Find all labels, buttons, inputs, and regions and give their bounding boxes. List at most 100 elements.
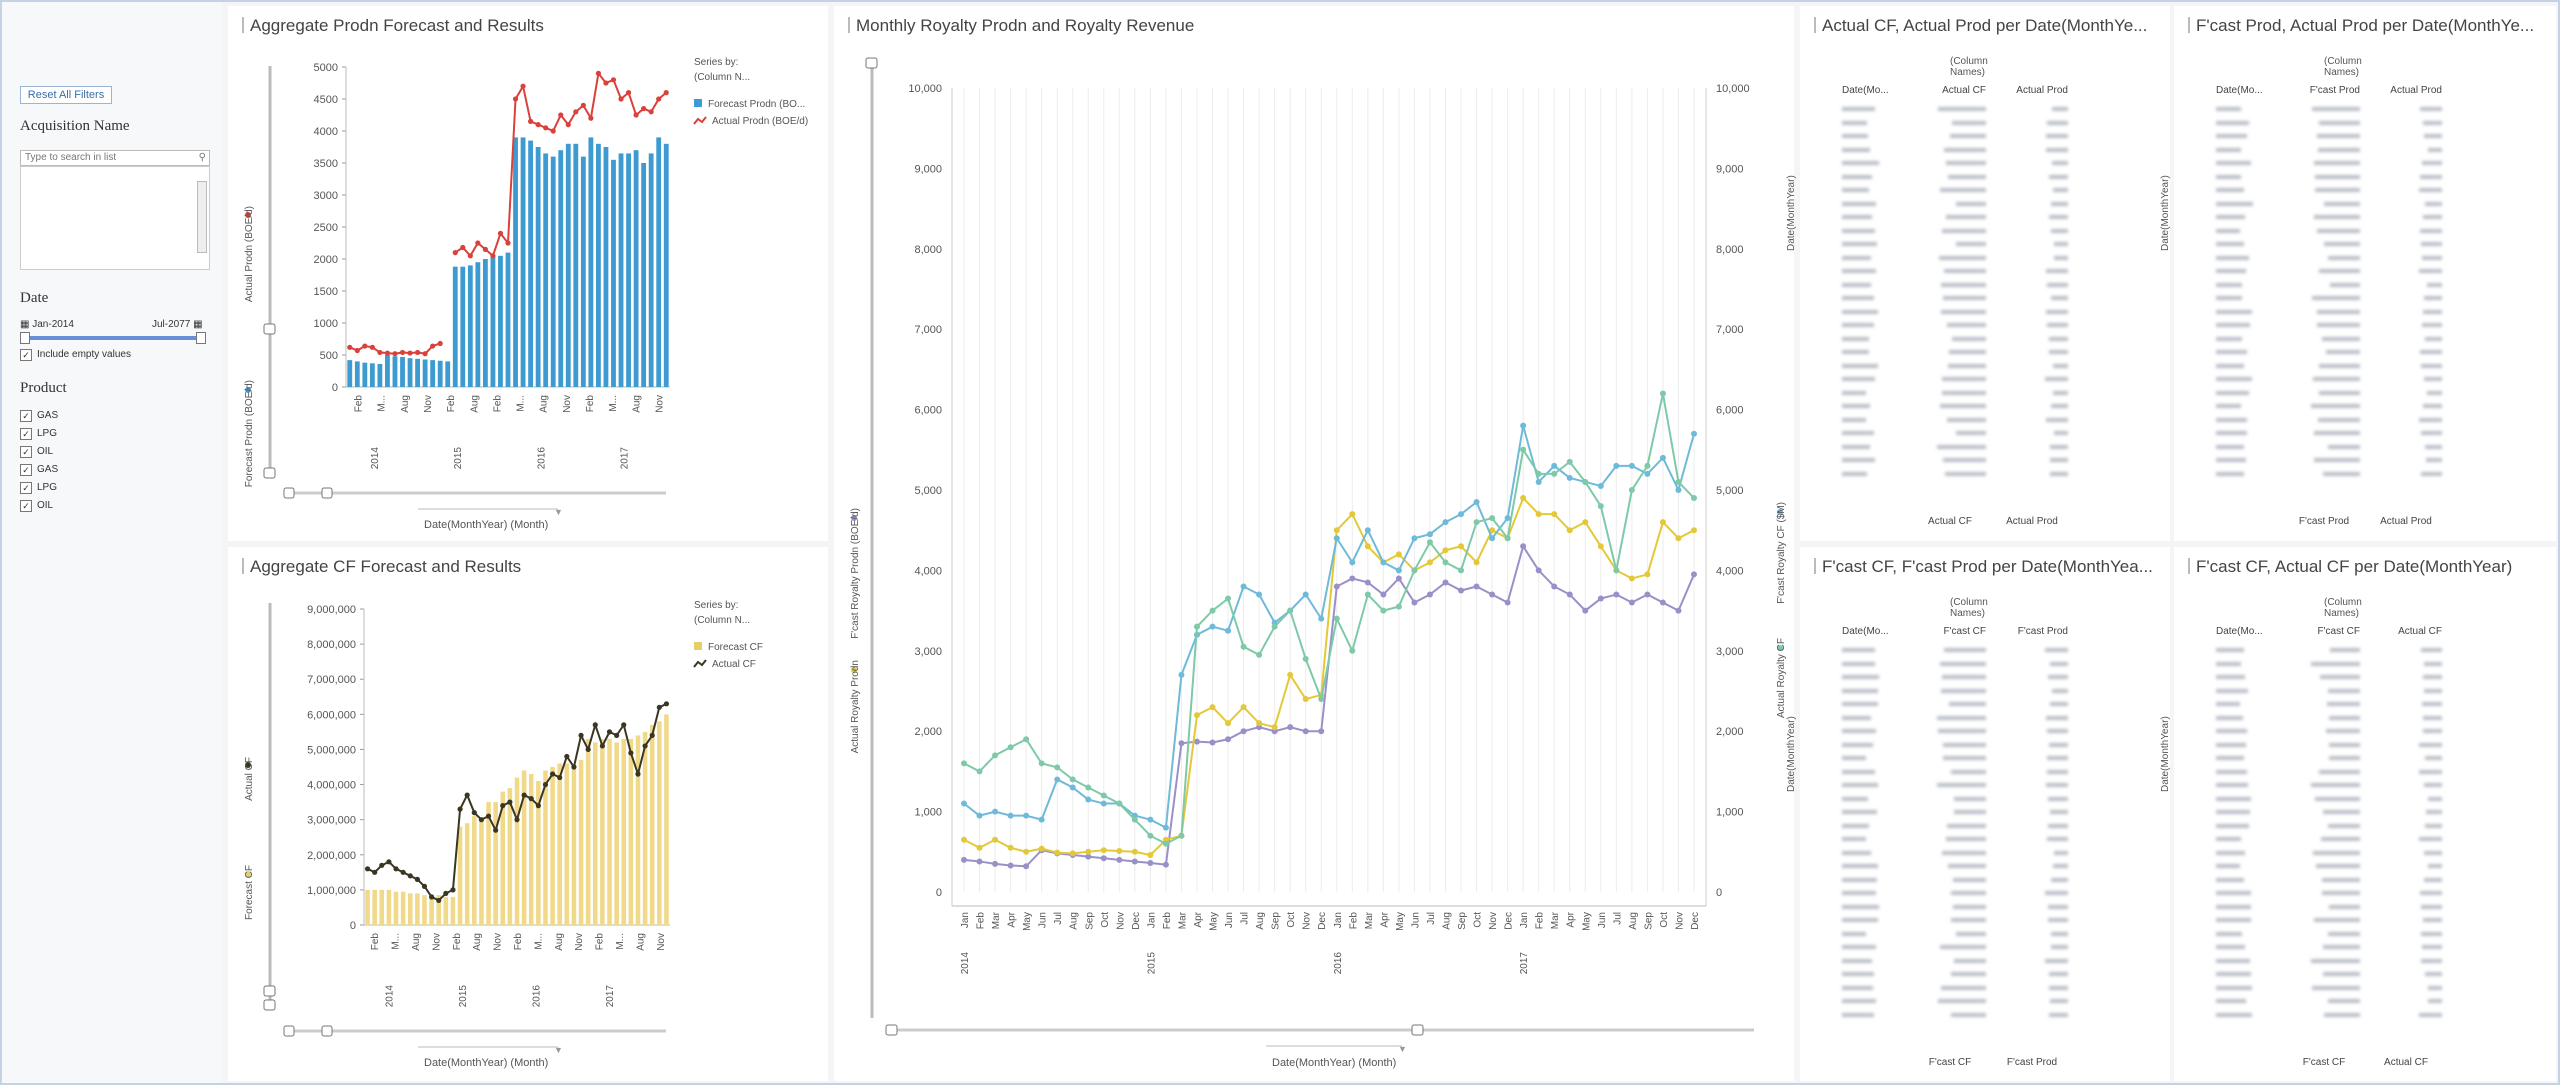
actual-point[interactable]: [437, 340, 443, 347]
actual-point[interactable]: [558, 112, 564, 118]
forecast-bar[interactable]: [528, 774, 534, 925]
forecast-bar[interactable]: [475, 262, 481, 387]
table-row[interactable]: [2216, 440, 2446, 454]
actual-point[interactable]: [482, 246, 488, 252]
series-point[interactable]: [1489, 515, 1496, 522]
series-point[interactable]: [1644, 591, 1651, 598]
series-point[interactable]: [1597, 595, 1604, 602]
series-point[interactable]: [1240, 704, 1247, 711]
series-point[interactable]: [1162, 824, 1169, 831]
series-point[interactable]: [1458, 511, 1465, 518]
series-point[interactable]: [1380, 559, 1387, 566]
forecast-bar[interactable]: [578, 759, 584, 925]
table-row[interactable]: [2216, 765, 2446, 779]
series-point[interactable]: [1566, 591, 1573, 598]
column-header[interactable]: Actual Prod: [2016, 85, 2068, 96]
forecast-bar[interactable]: [392, 356, 398, 387]
table-row[interactable]: [1842, 711, 2072, 725]
table-row[interactable]: [1842, 859, 2072, 873]
series-point[interactable]: [961, 836, 967, 843]
actual-point[interactable]: [635, 771, 641, 777]
forecast-bar[interactable]: [452, 266, 458, 387]
actual-point[interactable]: [528, 796, 534, 802]
table-row[interactable]: [1842, 116, 2072, 130]
series-point[interactable]: [1349, 511, 1356, 518]
series-point[interactable]: [1613, 462, 1620, 469]
table-row[interactable]: [2216, 832, 2446, 846]
actual-point[interactable]: [430, 343, 436, 349]
table-row[interactable]: [2216, 724, 2446, 738]
product-checkbox-lpg[interactable]: ✓ LPG: [20, 428, 200, 442]
actual-point[interactable]: [656, 704, 662, 710]
series-point[interactable]: [1349, 575, 1356, 582]
actual-point[interactable]: [490, 253, 496, 259]
actual-point[interactable]: [505, 240, 511, 246]
actual-point[interactable]: [641, 106, 647, 112]
actual-point[interactable]: [542, 781, 549, 788]
table-row[interactable]: [1842, 738, 2072, 752]
series-point[interactable]: [1349, 559, 1356, 566]
actual-point[interactable]: [595, 70, 602, 76]
table-row[interactable]: [2216, 792, 2446, 806]
forecast-bar[interactable]: [618, 153, 624, 387]
table-row[interactable]: [2216, 278, 2446, 292]
series-point[interactable]: [1256, 720, 1263, 727]
column-header[interactable]: F'cast Prod: [2017, 626, 2068, 637]
forecast-bar[interactable]: [528, 140, 534, 387]
series-point[interactable]: [1069, 784, 1076, 791]
forecast-bar[interactable]: [347, 360, 353, 387]
actual-point[interactable]: [379, 862, 385, 868]
table-row[interactable]: [2216, 264, 2446, 278]
actual-point[interactable]: [386, 859, 392, 865]
forecast-bar[interactable]: [513, 137, 518, 387]
series-point[interactable]: [1100, 792, 1107, 799]
series-point[interactable]: [1504, 599, 1511, 606]
series-point[interactable]: [1007, 744, 1014, 751]
series-point[interactable]: [1023, 812, 1030, 819]
series-point[interactable]: [1271, 724, 1278, 731]
actual-point[interactable]: [618, 96, 624, 102]
series-point[interactable]: [1659, 519, 1666, 526]
series-point[interactable]: [1085, 853, 1092, 860]
table-row[interactable]: [1842, 143, 2072, 157]
x-slider-handle[interactable]: [321, 487, 333, 499]
forecast-bar[interactable]: [500, 791, 506, 925]
series-point[interactable]: [1178, 671, 1185, 678]
actual-point[interactable]: [606, 729, 613, 735]
series-point[interactable]: [1240, 583, 1247, 590]
actual-point[interactable]: [663, 90, 669, 96]
actual-point[interactable]: [500, 803, 506, 809]
series-point[interactable]: [1116, 800, 1123, 807]
product-checkbox-oil[interactable]: ✓ OIL: [20, 446, 200, 460]
actual-point[interactable]: [588, 115, 594, 121]
forecast-bar[interactable]: [641, 163, 647, 387]
actual-point[interactable]: [457, 806, 463, 812]
table-row[interactable]: [1842, 765, 2072, 779]
actual-point[interactable]: [592, 722, 598, 728]
series-point[interactable]: [1209, 704, 1216, 711]
series-point[interactable]: [1582, 607, 1589, 614]
forecast-bar[interactable]: [543, 153, 549, 387]
table-row[interactable]: [2216, 859, 2446, 873]
series-point[interactable]: [1131, 858, 1138, 865]
actual-point[interactable]: [364, 866, 371, 872]
table-row[interactable]: [2216, 453, 2446, 467]
series-point[interactable]: [1659, 599, 1666, 606]
table-row[interactable]: [2216, 657, 2446, 671]
forecast-bar[interactable]: [565, 143, 571, 387]
actual-point[interactable]: [549, 771, 556, 777]
table-row[interactable]: [2216, 954, 2446, 968]
series-point[interactable]: [1085, 796, 1092, 803]
table-row[interactable]: [1842, 332, 2072, 346]
actual-point[interactable]: [543, 125, 549, 131]
forecast-bar[interactable]: [445, 361, 451, 387]
forecast-bar[interactable]: [393, 891, 399, 925]
table-row[interactable]: [1842, 981, 2072, 995]
forecast-bar[interactable]: [600, 738, 605, 925]
series-point[interactable]: [1023, 863, 1030, 870]
table-row[interactable]: [1842, 684, 2072, 698]
table-row[interactable]: [2216, 170, 2446, 184]
forecast-bar[interactable]: [626, 153, 631, 387]
series-point[interactable]: [1442, 547, 1449, 554]
table-row[interactable]: [1842, 170, 2072, 184]
